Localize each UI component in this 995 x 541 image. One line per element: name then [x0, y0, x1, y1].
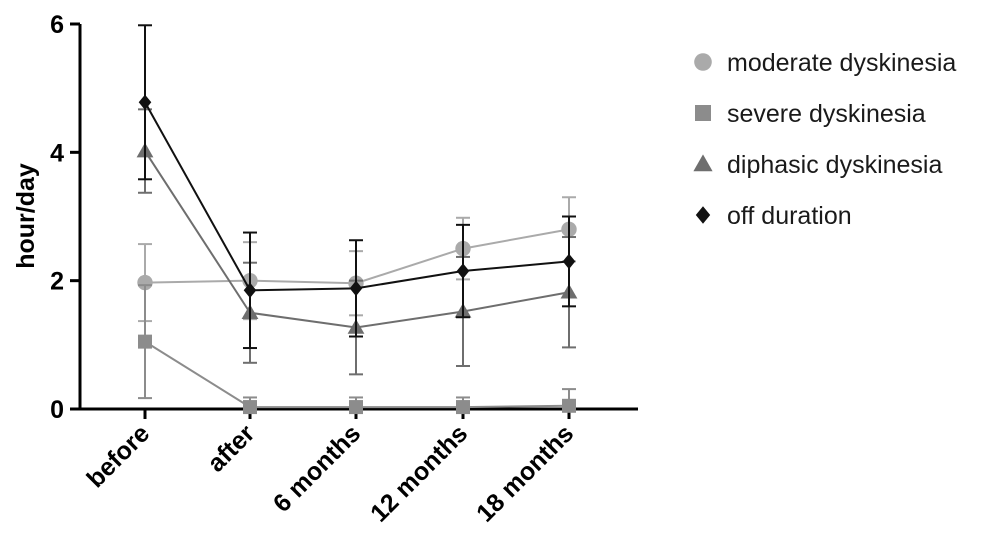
y-tick-label: 0	[50, 396, 64, 424]
legend-marker	[694, 53, 712, 71]
series-off-duration	[138, 24, 576, 350]
x-tick-label: before	[81, 419, 155, 493]
data-point	[456, 400, 470, 415]
legend-item: off duration	[695, 202, 852, 230]
y-ticks: 0 2 4 6	[50, 11, 80, 424]
legend-label: diphasic dyskinesia	[727, 151, 942, 179]
y-axis-title: hour/day	[12, 163, 40, 269]
series-layer	[136, 24, 578, 415]
data-point	[456, 263, 470, 279]
x-tick-label: 6 months	[268, 419, 366, 517]
data-point	[562, 398, 576, 413]
y-tick-label: 6	[50, 11, 64, 39]
y-tick-label: 4	[50, 139, 64, 167]
axes	[78, 24, 638, 411]
data-point	[138, 334, 152, 349]
data-point	[243, 282, 257, 298]
legend-item: severe dyskinesia	[695, 100, 926, 128]
legend: moderate dyskinesia severe dyskinesia diph…	[693, 49, 956, 230]
legend-marker	[693, 154, 713, 172]
legend-label: moderate dyskinesia	[727, 49, 956, 77]
data-point	[349, 280, 363, 297]
y-tick-label: 2	[50, 268, 64, 296]
series-severe-dyskinesia	[138, 284, 576, 415]
x-tick-label: 12 months	[365, 419, 473, 527]
data-point	[138, 94, 152, 110]
data-point	[243, 400, 257, 415]
x-tick-label: 18 months	[471, 419, 579, 527]
legend-item: moderate dyskinesia	[694, 49, 956, 77]
legend-marker	[695, 206, 711, 224]
data-point	[137, 274, 153, 291]
x-tick-label: after	[202, 419, 260, 477]
data-point	[562, 253, 576, 270]
data-point	[349, 400, 363, 415]
legend-label: off duration	[727, 202, 852, 230]
legend-marker	[695, 105, 711, 121]
legend-label: severe dyskinesia	[727, 100, 926, 128]
legend-item: diphasic dyskinesia	[693, 151, 942, 179]
